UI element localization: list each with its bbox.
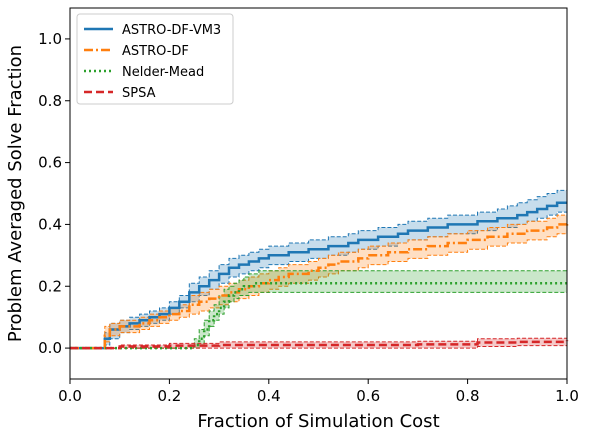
x-tick-label: 0.6: [356, 387, 380, 405]
x-tick-label: 0.2: [157, 387, 181, 405]
series-lines: [70, 201, 569, 350]
x-axis-ticks: 0.0 0.2 0.4 0.6 0.8 1.0: [58, 379, 579, 405]
legend-label: SPSA: [122, 86, 156, 101]
legend-label: ASTRO-DF-VM3: [122, 23, 221, 38]
y-tick-label: 1.0: [38, 30, 62, 48]
y-tick-label: 0.4: [38, 215, 62, 233]
y-axis-ticks: 0.0 0.2 0.4 0.6 0.8 1.0: [38, 30, 70, 357]
band-lower-series-1: [70, 230, 568, 349]
x-tick-label: 0.8: [456, 387, 480, 405]
y-tick-label: 0.6: [38, 154, 62, 172]
legend-label: Nelder-Mead: [122, 65, 204, 80]
x-tick-label: 1.0: [555, 387, 579, 405]
line-series-1: [70, 221, 569, 350]
legend-label: ASTRO-DF: [122, 44, 189, 59]
plot-frame: [69, 7, 568, 380]
line-series-2: [70, 281, 567, 350]
band-series-2: [70, 270, 567, 349]
y-tick-label: 0.2: [38, 277, 62, 295]
band-upper-series-0: [70, 189, 567, 349]
band-lower-series-2: [70, 291, 567, 349]
x-axis-label: Fraction of Simulation Cost: [197, 411, 439, 432]
legend: ASTRO-DF-VM3 ASTRO-DF Nelder-Mead SPSA: [76, 13, 234, 105]
x-tick-label: 0.0: [58, 387, 82, 405]
band-series-0: [70, 190, 567, 349]
x-tick-label: 0.4: [257, 387, 281, 405]
y-axis-label: Problem Averaged Solve Fraction: [5, 45, 26, 342]
line-series-3: [70, 340, 569, 350]
legend-box: [76, 13, 234, 105]
y-tick-label: 0.0: [38, 339, 62, 357]
band-upper-series-1: [70, 212, 568, 349]
y-tick-label: 0.8: [38, 92, 62, 110]
